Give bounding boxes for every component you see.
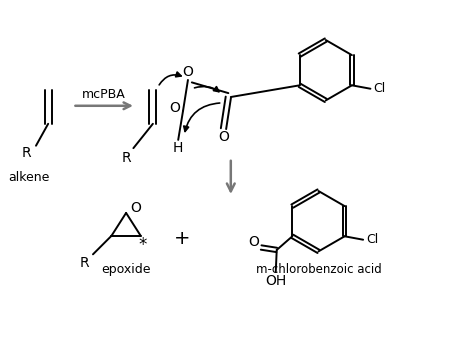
Text: epoxide: epoxide xyxy=(101,263,151,276)
Text: H: H xyxy=(173,141,184,155)
Text: O: O xyxy=(218,130,229,145)
Text: O: O xyxy=(130,201,141,215)
Text: mcPBA: mcPBA xyxy=(82,88,126,101)
Text: Cl: Cl xyxy=(374,82,386,95)
Text: alkene: alkene xyxy=(8,171,50,184)
Text: R: R xyxy=(121,151,131,165)
Text: O: O xyxy=(248,235,259,249)
Text: O: O xyxy=(169,101,180,115)
FancyArrowPatch shape xyxy=(184,103,220,131)
FancyArrowPatch shape xyxy=(159,72,181,85)
Text: R: R xyxy=(80,256,90,269)
Text: R: R xyxy=(22,146,31,160)
Text: OH: OH xyxy=(265,274,286,288)
Text: *: * xyxy=(138,236,146,254)
Text: O: O xyxy=(183,65,193,79)
Text: m-chlorobenzoic acid: m-chlorobenzoic acid xyxy=(256,263,381,276)
Text: Cl: Cl xyxy=(366,233,379,246)
Text: +: + xyxy=(174,229,190,248)
FancyArrowPatch shape xyxy=(195,87,219,92)
